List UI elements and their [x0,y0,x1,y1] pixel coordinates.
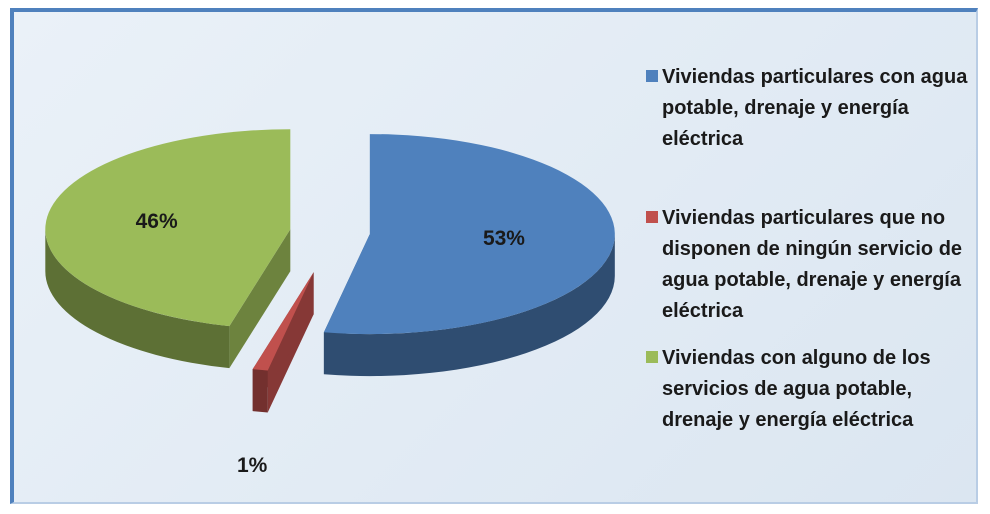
slice-wall [45,229,230,369]
legend-label: Viviendas particulares que no disponen d… [662,207,963,322]
legend-swatch [646,70,658,82]
legend-label: Viviendas con alguno de los servicios de… [662,347,931,431]
slice-wall [323,234,615,377]
slice-side [229,229,291,369]
data-label: 46% [136,210,178,233]
legend-entry: Viviendas particulares con agua potable,… [646,62,982,155]
slice [45,129,291,327]
data-label: 53% [483,227,525,250]
pie-tops [45,129,615,371]
legend-entry: Viviendas particulares que no disponen d… [646,203,982,327]
legend-entry: Viviendas con alguno de los servicios de… [646,343,982,436]
legend-label: Viviendas particulares con agua potable,… [662,66,968,150]
data-label: 1% [237,454,268,477]
slice-side [252,272,314,412]
slice-wall [252,369,268,413]
slice [323,134,615,335]
legend-swatch [646,211,658,223]
legend-swatch [646,351,658,363]
slice [252,272,314,371]
